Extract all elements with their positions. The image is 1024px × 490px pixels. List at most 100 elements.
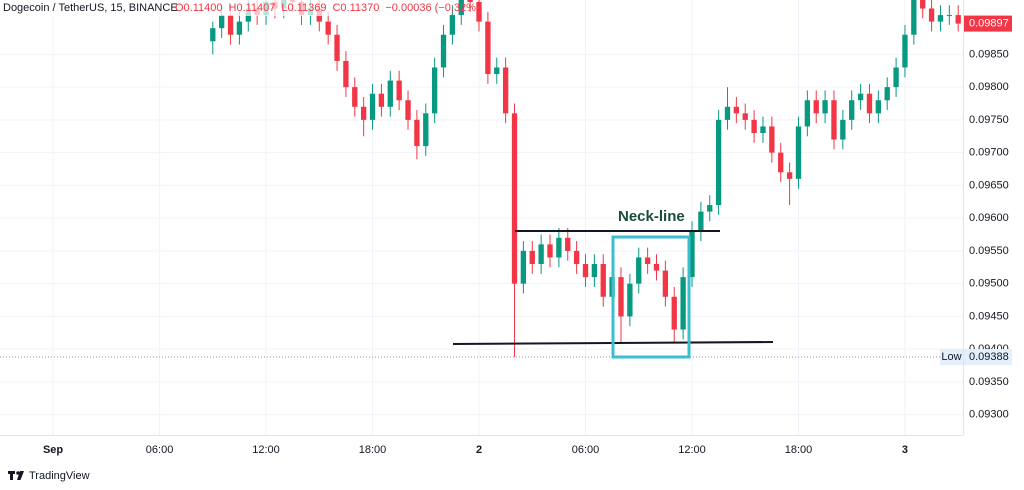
candle-body	[360, 106, 367, 120]
candle-body	[627, 283, 633, 317]
y-tick-label: 0.09850	[969, 48, 1009, 60]
candle-body	[573, 250, 580, 265]
ohlc-header: O0.11400 H0.11407 L0.11369 C0.11370 −0.00036…	[175, 2, 480, 14]
candle-body	[343, 60, 349, 88]
candle-body	[556, 237, 562, 258]
candle-body	[920, 0, 926, 9]
candle-body	[227, 15, 234, 35]
low-value-bg	[964, 349, 1012, 366]
y-tick-label: 0.09500	[969, 278, 1009, 290]
candle-body	[866, 93, 873, 114]
candle-body	[955, 15, 961, 24]
header-bg	[0, 0, 420, 16]
candle-body	[698, 211, 704, 232]
candle-body	[946, 15, 952, 17]
candle-body	[431, 67, 438, 114]
x-tick-label: 06:00	[572, 444, 600, 456]
candle-body	[387, 80, 393, 107]
candle-body	[857, 93, 864, 101]
low-value: 0.09388	[969, 351, 1009, 363]
candle-body	[325, 21, 331, 35]
y-tick-label: 0.09650	[969, 179, 1009, 191]
candle-body	[786, 172, 793, 179]
candle-body	[911, 0, 917, 35]
ohlc-value: C0.11370	[332, 2, 379, 14]
candle-body	[893, 67, 899, 88]
brand: TradingView	[29, 470, 90, 482]
axes: 0.093000.093500.094000.094500.095000.095…	[43, 15, 1012, 456]
candle-body	[715, 119, 722, 206]
annotation: Neck-line	[618, 208, 685, 225]
y-tick-label: 0.09800	[969, 81, 1009, 93]
candle-body	[760, 126, 766, 133]
candle-body	[334, 34, 340, 61]
candle-body	[565, 237, 571, 251]
candle-body	[520, 250, 527, 284]
candle-body	[902, 34, 908, 68]
symbol: Dogecoin / TetherUS, 15, BINANCE	[3, 2, 178, 14]
x-tick-label: 12:00	[678, 444, 706, 456]
candle-body	[875, 100, 882, 114]
candle-body	[769, 126, 775, 153]
x-tick-label: 18:00	[359, 444, 387, 456]
candle-body	[547, 244, 553, 258]
candle-body	[928, 8, 935, 22]
x-tick-label: 2	[476, 444, 482, 456]
candle-body	[449, 15, 456, 35]
y-tick-label: 0.09350	[969, 376, 1009, 388]
y-tick-label: 0.09450	[969, 310, 1009, 322]
y-tick-label: 0.09750	[969, 114, 1009, 126]
candle-body	[494, 67, 500, 75]
candle-body	[680, 277, 686, 330]
candle-body	[849, 100, 855, 120]
candle-body	[414, 119, 420, 147]
low-tag-bg	[940, 349, 963, 366]
candle-body	[653, 264, 660, 271]
candle-body	[804, 100, 811, 127]
candle-body	[671, 296, 677, 330]
x-tick-label: 3	[902, 444, 908, 456]
ohlc-value: H0.11407	[229, 2, 276, 14]
candle-body	[840, 119, 846, 140]
candle-body	[884, 87, 890, 101]
candle-body	[822, 100, 828, 114]
x-tick-label: 18:00	[785, 444, 813, 456]
ohlc-value: −0.00036 (−0.32%)	[385, 2, 479, 14]
grid	[0, 0, 963, 435]
candle-body	[511, 113, 518, 284]
candle-body	[618, 277, 624, 317]
candle-body	[378, 93, 385, 107]
x-tick-label: 12:00	[252, 444, 280, 456]
last-price-bg	[964, 15, 1012, 32]
brand-logo	[8, 471, 24, 480]
candles	[0, 0, 963, 358]
y-tick-label: 0.09600	[969, 212, 1009, 224]
last-price: 0.09897	[969, 17, 1009, 29]
low-tag: Low	[941, 351, 961, 363]
candle-body	[396, 80, 402, 101]
candle-body	[724, 106, 731, 120]
candle-body	[795, 126, 802, 179]
candle-body	[600, 264, 606, 297]
ohlc-value: O0.11400	[175, 2, 223, 14]
candle-body	[644, 257, 651, 265]
x-tick-label: Sep	[43, 444, 63, 456]
candle-body	[778, 152, 784, 173]
candle-body	[219, 15, 225, 29]
candle-body	[476, 1, 482, 22]
candle-body	[236, 21, 243, 35]
y-tick-label: 0.09300	[969, 409, 1009, 421]
ohlc-value: L0.11369	[281, 2, 326, 14]
candle-body	[937, 15, 944, 22]
candle-body	[529, 250, 535, 265]
candle-body	[458, 0, 464, 16]
y-tick-label: 0.09550	[969, 245, 1009, 257]
candle-body	[502, 67, 509, 114]
x-tick-label: 06:00	[146, 444, 174, 456]
candle-body	[405, 100, 411, 120]
candle-body	[352, 87, 358, 107]
candle-body	[591, 264, 598, 278]
candle-body	[440, 34, 447, 68]
candle-body	[831, 100, 837, 140]
